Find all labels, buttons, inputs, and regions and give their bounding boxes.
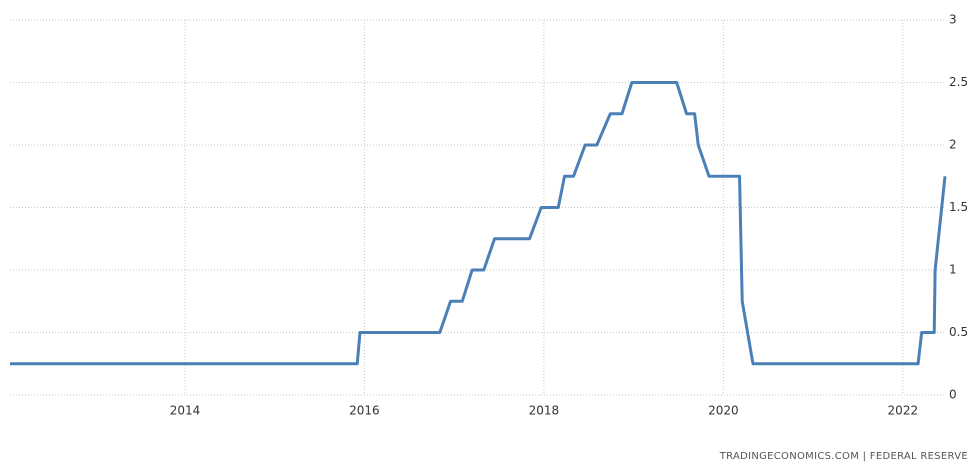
x-tick-label: 2022 [888,404,919,418]
y-tick-label: 0.5 [949,325,968,339]
x-tick-label: 2020 [708,404,739,418]
x-tick-label: 2014 [170,404,201,418]
y-tick-label: 3 [949,13,957,27]
y-tick-label: 2 [949,138,957,152]
x-tick-label: 2016 [349,404,380,418]
source: TRADINGECONOMICS.COM | FEDERAL RESERVE [719,451,968,462]
y-tick-label: 1 [949,263,957,277]
x-tick-label: 2018 [529,404,560,418]
y-tick-label: 0 [949,388,957,402]
y-tick-label: 1.5 [949,200,968,214]
y-tick-label: 2.5 [949,75,968,89]
data-line [10,81,947,366]
